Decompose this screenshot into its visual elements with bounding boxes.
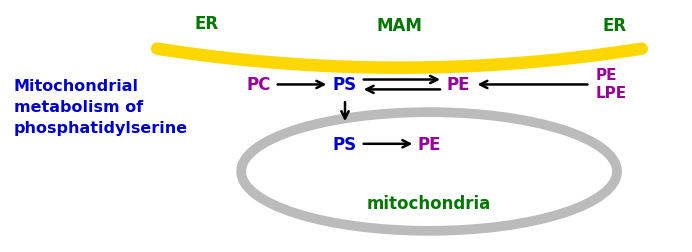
Text: PE: PE	[417, 135, 441, 153]
Text: PE: PE	[447, 76, 471, 94]
Text: PS: PS	[333, 76, 357, 94]
Text: Mitochondrial
metabolism of
phosphatidylserine: Mitochondrial metabolism of phosphatidyl…	[14, 78, 188, 135]
Text: PS: PS	[333, 135, 357, 153]
Text: LPE: LPE	[595, 85, 626, 101]
Text: mitochondria: mitochondria	[367, 194, 491, 212]
Text: ER: ER	[194, 15, 219, 33]
Ellipse shape	[242, 113, 617, 231]
Text: PC: PC	[247, 76, 271, 94]
Text: MAM: MAM	[376, 17, 422, 35]
Text: ER: ER	[603, 17, 627, 35]
Text: PE: PE	[595, 68, 617, 83]
